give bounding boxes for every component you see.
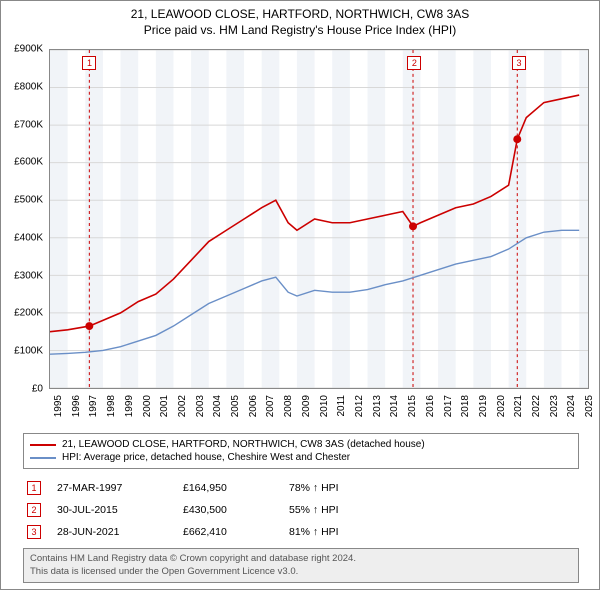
transaction-price: £662,410 bbox=[183, 526, 273, 538]
x-label: 2016 bbox=[425, 395, 436, 417]
y-label: £200K bbox=[14, 308, 43, 319]
transactions-table: 1 27-MAR-1997 £164,950 78% ↑ HPI 2 30-JUL-201… bbox=[23, 477, 579, 543]
x-label: 2012 bbox=[354, 395, 365, 417]
x-label: 2002 bbox=[177, 395, 188, 417]
footer-line1: Contains HM Land Registry data © Crown c… bbox=[30, 553, 572, 565]
x-label: 2018 bbox=[460, 395, 471, 417]
legend-label-hpi: HPI: Average price, detached house, Ches… bbox=[62, 452, 350, 463]
x-label: 2007 bbox=[265, 395, 276, 417]
x-label: 2009 bbox=[301, 395, 312, 417]
footer: Contains HM Land Registry data © Crown c… bbox=[23, 548, 579, 583]
x-axis: 1995 1996 1997 1998 1999 2000 2001 2002 2003 2004… bbox=[49, 391, 589, 431]
y-label: £500K bbox=[14, 195, 43, 206]
transaction-hpi: 55% ↑ HPI bbox=[289, 504, 409, 516]
transaction-price: £430,500 bbox=[183, 504, 273, 516]
transaction-hpi: 81% ↑ HPI bbox=[289, 526, 409, 538]
chart-marker-2: 2 bbox=[407, 56, 421, 70]
transaction-date: 27-MAR-1997 bbox=[57, 482, 167, 494]
x-label: 2017 bbox=[443, 395, 454, 417]
x-label: 1997 bbox=[88, 395, 99, 417]
transaction-marker: 3 bbox=[27, 525, 41, 539]
transaction-date: 30-JUL-2015 bbox=[57, 504, 167, 516]
transaction-marker: 1 bbox=[27, 481, 41, 495]
x-label: 1999 bbox=[124, 395, 135, 417]
footer-line2: This data is licensed under the Open Gov… bbox=[30, 566, 572, 578]
transaction-row: 3 28-JUN-2021 £662,410 81% ↑ HPI bbox=[23, 521, 579, 543]
legend-row-hpi: HPI: Average price, detached house, Ches… bbox=[30, 451, 572, 464]
x-label: 2001 bbox=[159, 395, 170, 417]
y-label: £300K bbox=[14, 270, 43, 281]
y-axis: £0£100K£200K£300K£400K£500K£600K£700K£80… bbox=[1, 49, 47, 389]
x-label: 2019 bbox=[478, 395, 489, 417]
x-label: 2013 bbox=[372, 395, 383, 417]
transaction-price: £164,950 bbox=[183, 482, 273, 494]
x-label: 2008 bbox=[283, 395, 294, 417]
legend-swatch-price bbox=[30, 444, 56, 446]
x-label: 2010 bbox=[319, 395, 330, 417]
chart-container: 21, LEAWOOD CLOSE, HARTFORD, NORTHWICH, … bbox=[0, 0, 600, 590]
transaction-hpi: 78% ↑ HPI bbox=[289, 482, 409, 494]
x-label: 2015 bbox=[407, 395, 418, 417]
chart-area: 1 2 3 bbox=[49, 49, 589, 389]
y-label: £400K bbox=[14, 232, 43, 243]
x-label: 2004 bbox=[212, 395, 223, 417]
chart-marker-1: 1 bbox=[82, 56, 96, 70]
x-label: 2023 bbox=[549, 395, 560, 417]
transaction-marker: 2 bbox=[27, 503, 41, 517]
x-label: 1998 bbox=[106, 395, 117, 417]
legend-row-price: 21, LEAWOOD CLOSE, HARTFORD, NORTHWICH, … bbox=[30, 438, 572, 451]
y-label: £900K bbox=[14, 44, 43, 55]
title-subtitle: Price paid vs. HM Land Registry's House … bbox=[1, 23, 599, 39]
x-label: 2021 bbox=[513, 395, 524, 417]
x-label: 2024 bbox=[566, 395, 577, 417]
transaction-date: 28-JUN-2021 bbox=[57, 526, 167, 538]
x-label: 1996 bbox=[71, 395, 82, 417]
x-label: 2022 bbox=[531, 395, 542, 417]
x-label: 2005 bbox=[230, 395, 241, 417]
legend: 21, LEAWOOD CLOSE, HARTFORD, NORTHWICH, … bbox=[23, 433, 579, 469]
y-label: £100K bbox=[14, 346, 43, 357]
legend-swatch-hpi bbox=[30, 457, 56, 459]
x-label: 2014 bbox=[389, 395, 400, 417]
chart-marker-3: 3 bbox=[512, 56, 526, 70]
x-label: 2003 bbox=[195, 395, 206, 417]
x-label: 2025 bbox=[584, 395, 595, 417]
y-label: £600K bbox=[14, 157, 43, 168]
title-block: 21, LEAWOOD CLOSE, HARTFORD, NORTHWICH, … bbox=[1, 1, 599, 40]
transaction-row: 1 27-MAR-1997 £164,950 78% ↑ HPI bbox=[23, 477, 579, 499]
transaction-row: 2 30-JUL-2015 £430,500 55% ↑ HPI bbox=[23, 499, 579, 521]
x-label: 2006 bbox=[248, 395, 259, 417]
chart-svg bbox=[50, 50, 588, 388]
y-label: £0 bbox=[32, 384, 43, 395]
x-label: 2011 bbox=[336, 395, 347, 417]
y-label: £700K bbox=[14, 119, 43, 130]
legend-label-price: 21, LEAWOOD CLOSE, HARTFORD, NORTHWICH, … bbox=[62, 439, 425, 450]
x-label: 1995 bbox=[53, 395, 64, 417]
x-label: 2020 bbox=[496, 395, 507, 417]
y-label: £800K bbox=[14, 81, 43, 92]
title-address: 21, LEAWOOD CLOSE, HARTFORD, NORTHWICH, … bbox=[1, 7, 599, 23]
x-label: 2000 bbox=[142, 395, 153, 417]
